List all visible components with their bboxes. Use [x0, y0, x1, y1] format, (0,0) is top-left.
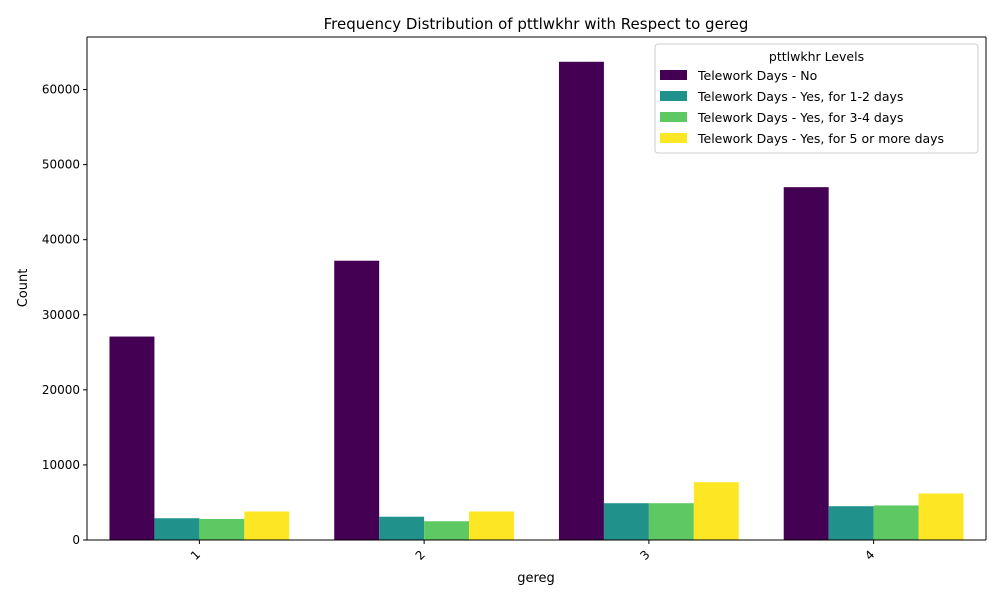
x-tick-label: 1 [188, 548, 203, 563]
legend: pttlwkhr Levels Telework Days - No Telewor… [654, 43, 979, 154]
bar-4-3 [693, 482, 739, 540]
chart-title: Frequency Distribution of pttlwkhr with … [324, 15, 749, 33]
y-axis: 0 10000 20000 30000 40000 50000 60000 [42, 37, 987, 547]
y-tick-label: 10000 [42, 458, 80, 472]
x-axis-label: gereg [517, 571, 555, 586]
y-tick-label: 50000 [42, 158, 80, 172]
bar-4-4 [918, 493, 964, 540]
bar-2-1 [154, 518, 200, 540]
bar-1-1 [109, 336, 155, 540]
bar-3-1 [199, 518, 245, 540]
legend-swatch-3 [660, 112, 687, 122]
y-tick-label: 20000 [42, 383, 80, 397]
legend-swatch-2 [660, 91, 687, 101]
legend-box [654, 43, 979, 154]
legend-entry-1: Telework Days - No [697, 68, 817, 83]
legend-entry-3: Telework Days - Yes, for 3-4 days [697, 110, 903, 125]
bar-3-4 [873, 505, 919, 540]
bar-1-2 [334, 260, 380, 540]
bar-2-4 [828, 506, 874, 540]
y-tick-label: 30000 [42, 308, 80, 322]
bar-2-2 [379, 516, 425, 540]
bar-1-3 [558, 61, 604, 540]
bar-3-3 [648, 503, 694, 540]
bar-4-2 [469, 511, 515, 540]
y-tick-label: 40000 [42, 233, 80, 247]
bar-4-1 [244, 511, 290, 540]
y-tick-label: 60000 [42, 83, 80, 97]
legend-swatch-1 [660, 70, 687, 80]
y-tick-label: 0 [72, 533, 80, 547]
legend-entry-4: Telework Days - Yes, for 5 or more days [697, 131, 944, 146]
x-tick-label: 2 [413, 548, 428, 563]
legend-entry-2: Telework Days - Yes, for 1-2 days [697, 89, 903, 104]
y-axis-label: Count [16, 269, 31, 308]
x-tick-label: 4 [862, 548, 877, 563]
bar-2-3 [603, 503, 649, 540]
legend-title: pttlwkhr Levels [769, 49, 864, 64]
plot-area [109, 61, 964, 541]
bar-1-4 [783, 187, 829, 541]
x-tick-label: 3 [637, 548, 652, 563]
legend-swatch-4 [660, 133, 687, 143]
bar-3-2 [424, 521, 470, 540]
